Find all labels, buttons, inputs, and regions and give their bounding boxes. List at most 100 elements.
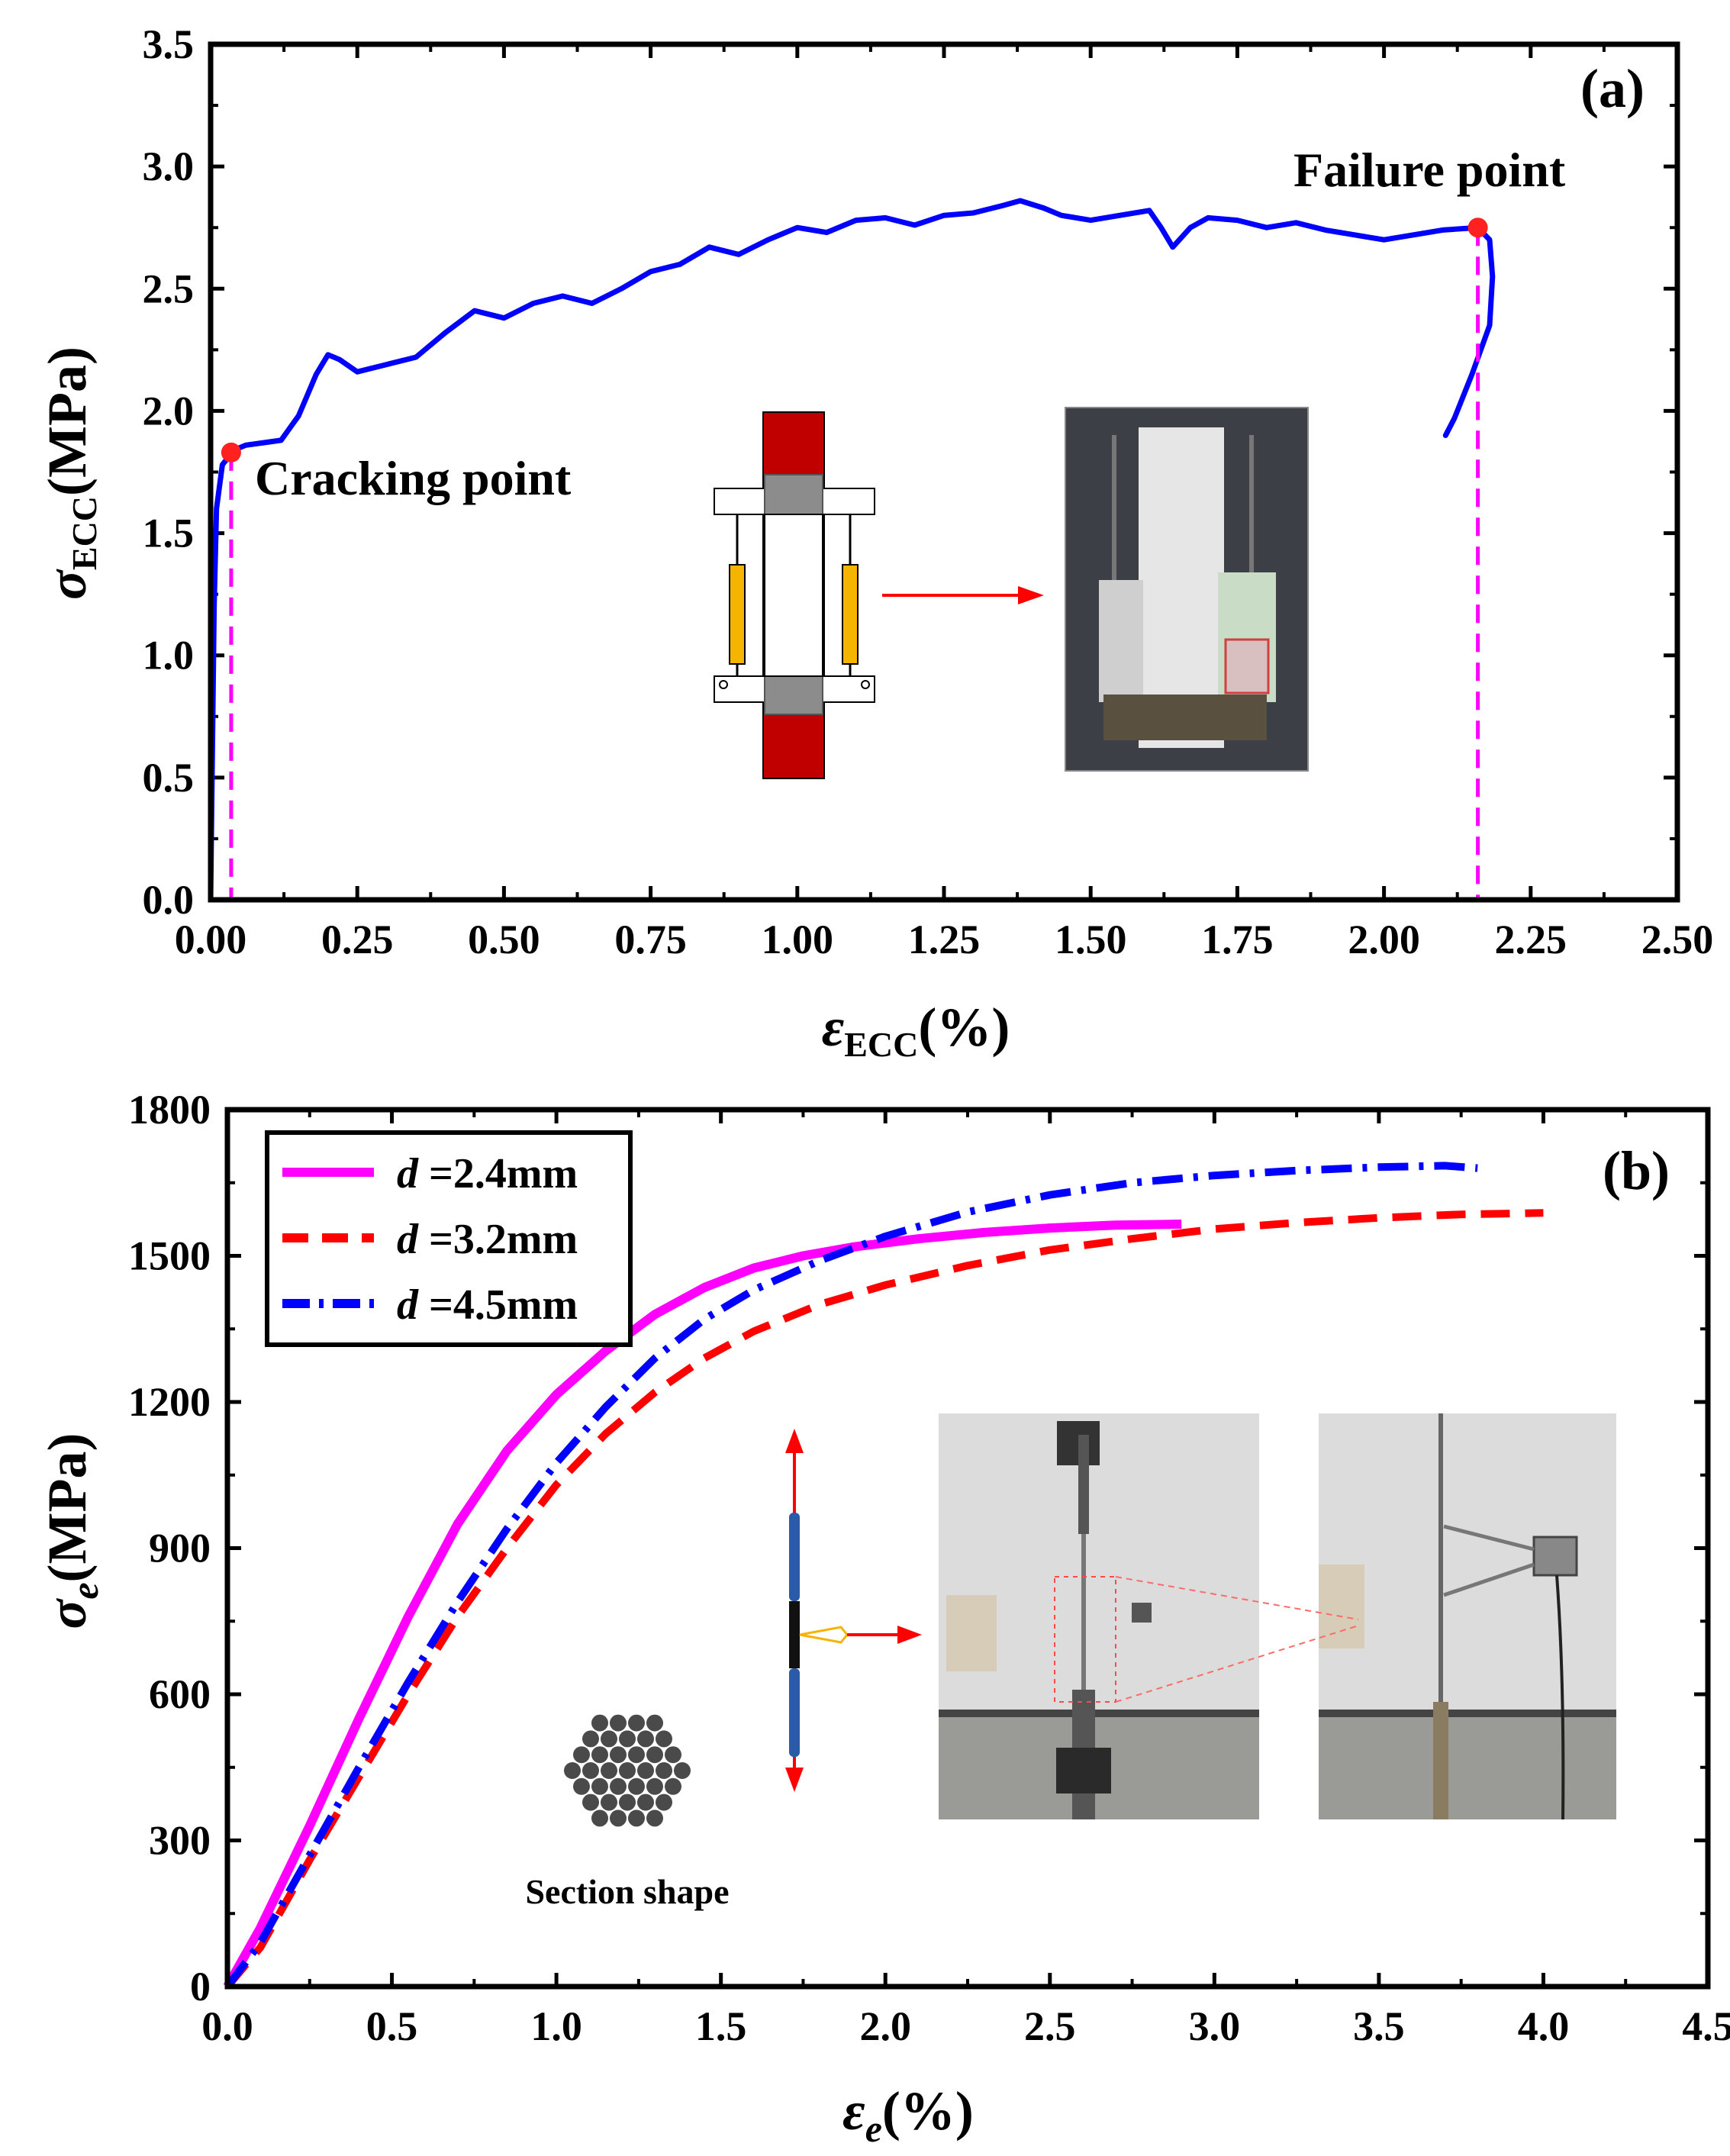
- annotation-failure-point: Failure point: [1293, 143, 1566, 197]
- x-tick-label: 2.25: [1495, 917, 1567, 962]
- wire-strand: [610, 1777, 627, 1795]
- series-line-1: [223, 1220, 1182, 1989]
- panel-a-tick-labels: 0.00 0.25 0.50 0.75 1.00 1.25 1.50 1.75 2.00 2.25…: [143, 21, 1714, 962]
- arrow-icon: [882, 586, 1044, 604]
- x-tick-label: 1.50: [1055, 917, 1127, 962]
- test-photo-full: [939, 1413, 1259, 1819]
- legend: d =2.4mm d =3.2mm d =4.5mm: [265, 1130, 633, 1347]
- wire-strand: [646, 1810, 663, 1827]
- panel-b-tick-labels: 0.0 0.5 1.0 1.5 2.0 2.5 3.0 3.5 4.0 4.5 0 300 600 900…: [128, 1087, 1730, 2049]
- panel-a-plot-frame: [208, 41, 1680, 903]
- series-ecc-stress-strain: [208, 198, 1496, 903]
- panel-a-y-axis-title: σECC(MPa): [37, 346, 104, 600]
- y-tick-label: 300: [149, 1818, 211, 1864]
- y-tick-label: 0: [190, 1964, 211, 2009]
- panel-label-b: (b): [1603, 1140, 1670, 1201]
- wire-strand: [564, 1762, 581, 1779]
- x-tick-label: 3.5: [1353, 2003, 1405, 2049]
- panel-b-x-axis-title: εe(%): [842, 2080, 974, 2150]
- failure-point-marker: [1467, 218, 1488, 238]
- wire-strand: [610, 1714, 627, 1732]
- panel-a-markers: [221, 218, 1488, 900]
- y-tick-label: 1.0: [143, 633, 195, 678]
- x-tick-label: 0.75: [614, 917, 687, 962]
- wire-strand: [646, 1746, 663, 1764]
- annotation-cracking-point: Cracking point: [255, 451, 572, 505]
- panel-label-a: (a): [1580, 58, 1645, 119]
- y-tick-label: 1500: [128, 1233, 211, 1279]
- legend-items: d =2.4mm d =3.2mm d =4.5mm: [282, 1150, 578, 1329]
- x-tick-label: 1.75: [1201, 917, 1274, 962]
- y-tick-label: 3.5: [143, 21, 195, 67]
- series-line-2: [224, 1209, 1544, 1990]
- zoom-indicator: [1115, 1576, 1359, 1703]
- legend-label: d =4.5mm: [397, 1281, 578, 1329]
- x-tick-label: 4.0: [1518, 2003, 1570, 2049]
- wire-strand: [628, 1714, 645, 1732]
- wire-strand: [591, 1810, 608, 1827]
- wire-strand: [610, 1810, 627, 1827]
- wire-strand: [573, 1777, 590, 1795]
- x-tick-label: 1.00: [762, 917, 834, 962]
- test-photo-zoom: [1319, 1413, 1616, 1820]
- panel-b-plot-frame: [224, 1107, 1711, 1990]
- specimen-load-schematic: [785, 1429, 922, 1792]
- wire-strand: [582, 1730, 599, 1748]
- wire-strand: [591, 1746, 608, 1764]
- wire-strand: [665, 1746, 681, 1764]
- specimen-schematic: [714, 411, 875, 779]
- panel-b-y-axis-title: σe(MPa): [37, 1433, 106, 1629]
- wire-section-icon: [564, 1714, 691, 1827]
- wire-strand: [601, 1730, 617, 1748]
- y-tick-label: 2.5: [143, 266, 195, 311]
- panel-b-series: [223, 1162, 1544, 1990]
- y-tick-label: 900: [149, 1526, 211, 1571]
- panel-a: 0.00 0.25 0.50 0.75 1.00 1.25 1.50 1.75 2.00 2.25…: [37, 21, 1713, 1064]
- wire-strand: [591, 1777, 608, 1795]
- y-tick-label: 600: [149, 1671, 211, 1717]
- y-tick-label: 1800: [128, 1087, 211, 1133]
- wire-strand: [619, 1762, 636, 1779]
- x-tick-label: 2.50: [1641, 917, 1714, 962]
- wire-strand: [628, 1746, 645, 1764]
- wire-strand: [582, 1762, 599, 1779]
- test-photo: [1065, 407, 1309, 772]
- legend-label: d =3.2mm: [397, 1216, 578, 1263]
- wire-strand: [591, 1714, 608, 1732]
- y-tick-label: 1.5: [143, 511, 195, 556]
- wire-strand: [665, 1777, 681, 1795]
- x-tick-label: 3.0: [1189, 2003, 1241, 2049]
- x-tick-label: 1.25: [908, 917, 981, 962]
- wire-strand: [619, 1730, 636, 1748]
- x-tick-label: 2.0: [859, 2003, 911, 2049]
- wire-strand: [656, 1793, 672, 1811]
- wire-strand: [674, 1762, 691, 1779]
- y-tick-label: 2.0: [143, 388, 195, 433]
- y-tick-label: 0.5: [143, 755, 195, 801]
- x-tick-label: 0.5: [366, 2003, 418, 2049]
- x-tick-label: 0.25: [321, 917, 394, 962]
- x-tick-label: 2.5: [1024, 2003, 1076, 2049]
- cracking-point-marker: [221, 442, 241, 462]
- y-tick-label: 3.0: [143, 143, 195, 189]
- wire-strand: [656, 1762, 672, 1779]
- wire-strand: [601, 1762, 617, 1779]
- panel-a-x-axis-title: εECC(%): [822, 997, 1010, 1064]
- wire-strand: [646, 1777, 663, 1795]
- x-tick-label: 0.50: [468, 917, 540, 962]
- wire-strand: [628, 1777, 645, 1795]
- panel-b: 0.0 0.5 1.0 1.5 2.0 2.5 3.0 3.5 4.0 4.5 0 300 600 900…: [37, 1087, 1730, 2150]
- wire-strand: [573, 1746, 590, 1764]
- y-tick-label: 1200: [128, 1379, 211, 1425]
- wire-strand: [601, 1793, 617, 1811]
- wire-strand: [637, 1762, 654, 1779]
- wire-strand: [582, 1793, 599, 1811]
- x-tick-label: 0.0: [201, 2003, 253, 2049]
- legend-label: d =2.4mm: [397, 1150, 578, 1197]
- wire-strand: [656, 1730, 672, 1748]
- x-tick-label: 1.0: [530, 2003, 582, 2049]
- wire-strand: [637, 1730, 654, 1748]
- section-shape-caption: Section shape: [525, 1872, 729, 1911]
- y-tick-label: 0.0: [143, 877, 195, 923]
